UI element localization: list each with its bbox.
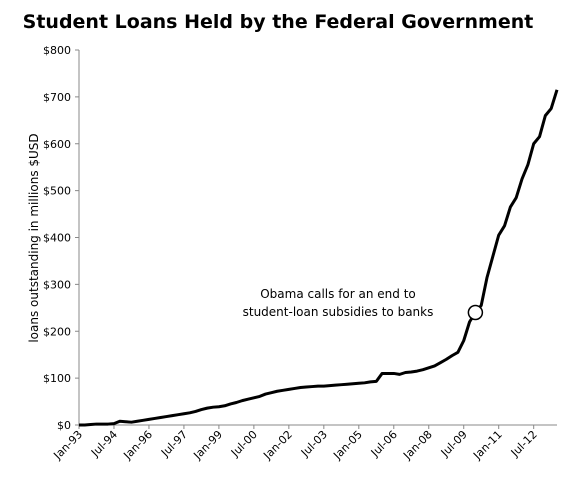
- y-tick-label: $400: [43, 232, 71, 245]
- y-tick-label: $800: [43, 44, 71, 57]
- y-tick-label: $500: [43, 185, 71, 198]
- x-tick-label: Jul-94: [88, 428, 120, 460]
- x-tick-label: Jan-11: [470, 428, 505, 463]
- x-tick-label: Jan-96: [120, 428, 155, 463]
- x-tick-label: Jan-05: [330, 428, 365, 463]
- chart-title: Student Loans Held by the Federal Govern…: [23, 11, 534, 33]
- x-tick-label: Jul-06: [368, 428, 400, 460]
- y-tick-label: $600: [43, 138, 71, 151]
- x-tick-label: Jul-12: [508, 428, 540, 460]
- x-tick-label: Jul-09: [438, 428, 470, 460]
- y-axis-label: loans outstanding in millions $USD: [27, 133, 41, 342]
- y-tick-label: $300: [43, 278, 71, 291]
- annotation: student-loan subsidies to banks: [243, 305, 434, 319]
- x-tick-label: Jan-99: [190, 428, 225, 463]
- x-tick-label: Jan-08: [400, 428, 435, 463]
- annotation: Obama calls for an end to: [260, 287, 416, 301]
- x-tick-label: Jan-93: [51, 428, 86, 463]
- x-tick-label: Jan-02: [260, 428, 295, 463]
- x-tick-label: Jul-03: [298, 428, 330, 460]
- x-tick-label: Jul-00: [228, 428, 260, 460]
- x-tick-label: Jul-97: [158, 428, 190, 460]
- annotation-marker: [467, 304, 484, 321]
- y-tick-label: $0: [57, 419, 71, 432]
- line: [79, 89, 559, 427]
- y-tick-label: $100: [43, 372, 71, 385]
- y-tick-label: $700: [43, 91, 71, 104]
- y-tick-label: $200: [43, 325, 71, 338]
